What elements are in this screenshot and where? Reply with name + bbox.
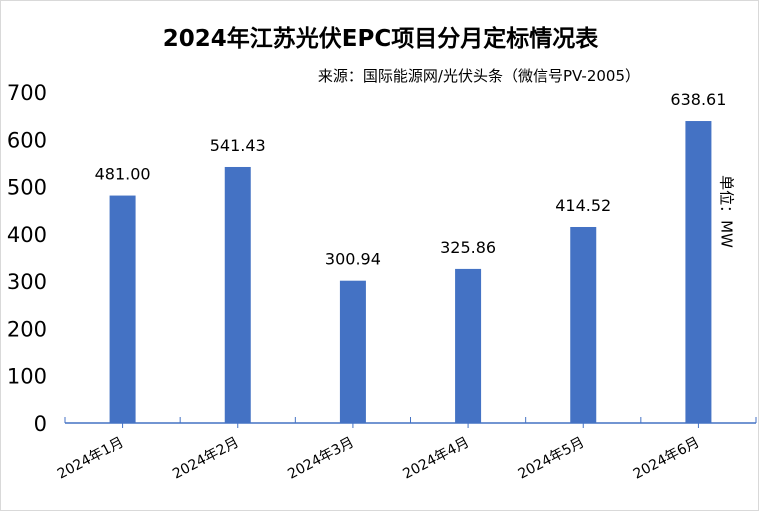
y-tick-label: 400 <box>7 223 47 247</box>
y-tick-label: 0 <box>34 412 47 436</box>
x-tick-label: 2024年6月 <box>631 434 703 482</box>
data-label: 638.61 <box>670 90 726 109</box>
y-tick-label: 100 <box>7 365 47 389</box>
bar <box>339 280 366 423</box>
bar <box>455 268 482 423</box>
x-tick-label: 2024年1月 <box>55 434 127 482</box>
x-tick-label: 2024年3月 <box>285 434 357 482</box>
data-label: 325.86 <box>440 238 496 257</box>
bar <box>685 121 712 424</box>
bar <box>570 226 597 423</box>
bar <box>224 166 251 423</box>
x-tick-label: 2024年5月 <box>516 434 588 482</box>
y-tick-label: 500 <box>7 176 47 200</box>
y-tick-label: 200 <box>7 317 47 341</box>
data-label: 481.00 <box>95 165 151 184</box>
chart-subtitle: 来源：国际能源网/光伏头条（微信号PV-2005） <box>317 67 640 85</box>
data-label: 414.52 <box>555 196 611 215</box>
y-tick-label: 700 <box>7 81 47 105</box>
y-tick-label: 300 <box>7 270 47 294</box>
data-label: 300.94 <box>325 250 381 269</box>
chart-title: 2024年江苏光伏EPC项目分月定标情况表 <box>162 26 599 52</box>
x-tick-label: 2024年4月 <box>400 434 472 482</box>
x-tick-label: 2024年2月 <box>170 434 242 482</box>
data-label: 541.43 <box>210 136 266 155</box>
bar <box>109 195 136 423</box>
y-tick-label: 600 <box>7 128 47 152</box>
